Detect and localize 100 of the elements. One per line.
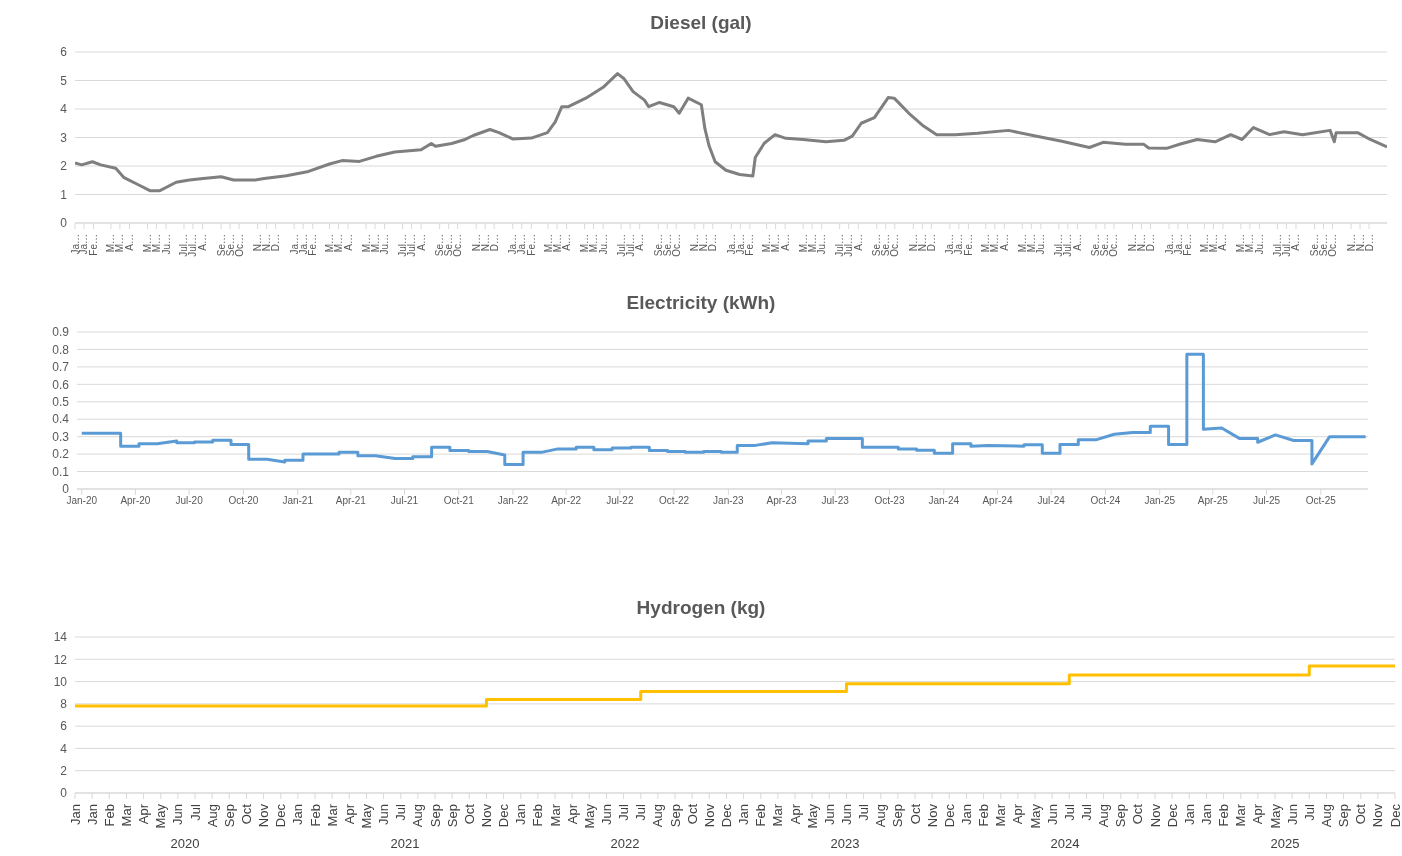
x-tick-label: Jul… (178, 234, 190, 257)
y-tick-label: 6 (60, 719, 68, 734)
x-tick-label: Jan-24 (928, 495, 960, 507)
x-tick-label: Se… (880, 234, 892, 257)
x-tick-label: Oct-25 (1305, 495, 1337, 507)
x-tick-label: M… (369, 234, 381, 253)
x-tick-label: M… (579, 234, 591, 253)
x-tick-label: M… (1207, 234, 1219, 253)
x-tick-label: M… (542, 234, 554, 253)
x-tick-label: D… (925, 234, 937, 252)
x-tick-label: Jul-24 (1037, 495, 1066, 507)
x-tick-label: Jan-23 (713, 495, 745, 507)
y-tick-label: 3 (60, 130, 68, 145)
x-tick-label: Jan (513, 804, 529, 825)
y-tick-label: 0.2 (52, 447, 70, 462)
x-tick-label: M… (105, 234, 117, 253)
y-tick-label: 0.8 (52, 342, 70, 357)
x-tick-label: Ja… (734, 234, 746, 255)
x-tick-label: M… (1235, 234, 1247, 253)
x-tick-label: Fe… (1182, 234, 1194, 256)
x-tick-label: Se… (224, 234, 236, 257)
x-tick-label: Jan-22 (497, 495, 529, 507)
x-tick-label: Mar (324, 803, 340, 827)
x-tick-label: Oct-20 (228, 495, 259, 507)
x-tick-label: M… (1016, 234, 1028, 253)
y-tick-label: 6 (60, 45, 68, 60)
x-tick-label: Feb (101, 804, 117, 827)
x-tick-label: Jul (1061, 803, 1077, 821)
x-tick-label: Oc… (233, 234, 245, 257)
x-tick-label: Apr (341, 803, 357, 825)
x-tick-label: Se… (434, 234, 446, 257)
x-tick-label: M… (770, 234, 782, 253)
x-tick-label: Ja… (953, 234, 965, 255)
x-tick-label: Jun (821, 804, 837, 825)
x-tick-label: Feb (1216, 804, 1232, 827)
x-tick-label: D… (707, 234, 719, 252)
x-tick-label: Apr-23 (766, 495, 797, 507)
y-tick-label: 0.1 (52, 464, 70, 479)
x-tick-label: Sep (221, 804, 237, 828)
x-tick-label: Feb (753, 804, 769, 827)
x-tick-label: M… (806, 234, 818, 253)
x-tick-label: Jan (958, 804, 974, 825)
chart-title: Hydrogen (kg) (635, 597, 767, 619)
x-tick-label: Oc… (452, 234, 464, 257)
x-tick-label: Ju… (816, 234, 828, 255)
x-tick-label: Ju… (1035, 234, 1047, 255)
x-tick-label: Apr (787, 803, 803, 825)
x-tick-label: Nov (924, 803, 940, 828)
x-tick-label: Dec (1164, 803, 1180, 828)
x-tick-label: A… (852, 234, 864, 251)
x-tick-label: Jan (1198, 804, 1214, 825)
x-tick-label: Se… (1090, 234, 1102, 257)
chart-title: Diesel (gal) (649, 12, 753, 34)
x-tick-label: N… (1345, 234, 1357, 252)
x-tick-label: Apr-24 (982, 495, 1013, 507)
x-tick-label: A… (561, 234, 573, 251)
x-tick-label: Nov (1370, 803, 1386, 828)
x-tick-label: D… (270, 234, 282, 252)
x-tick-label: N… (1135, 234, 1147, 252)
x-tick-label: Apr-25 (1197, 495, 1229, 507)
x-tick-label: Jun (598, 804, 614, 825)
x-tick-label: Jan-20 (66, 495, 98, 507)
x-tick-label: Dec (496, 803, 512, 828)
x-tick-label: Jul… (834, 234, 846, 257)
x-tick-label: Apr-22 (551, 495, 582, 507)
x-tick-label: Ja… (69, 234, 81, 255)
x-tick-label: Mar (547, 803, 563, 827)
x-tick-label: Oc… (1108, 234, 1120, 257)
x-tick-label: Ja… (288, 234, 300, 255)
x-tick-label: A… (415, 234, 427, 251)
y-tick-label: 14 (53, 630, 68, 645)
y-tick-label: 8 (60, 697, 68, 712)
x-tick-label: A… (779, 234, 791, 251)
x-tick-label: A… (123, 234, 135, 251)
x-tick-label: May (153, 803, 169, 829)
x-tick-label: Jul-23 (821, 495, 850, 507)
chart-title: Electricity (kWh) (625, 292, 777, 314)
x-tick-label: Se… (652, 234, 664, 257)
x-tick-label: Mar (770, 803, 786, 827)
x-tick-label: Se… (215, 234, 227, 257)
x-tick-label: Aug (410, 804, 426, 828)
x-tick-label: Dec (273, 803, 289, 828)
line-series (80, 352, 1368, 467)
y-tick-label: 0 (60, 216, 68, 231)
y-tick-label: 0 (60, 786, 68, 801)
x-tick-label: N… (1127, 234, 1138, 252)
x-tick-label: Fe… (744, 234, 756, 256)
x-tick-label: Mar (118, 803, 134, 827)
x-tick-label: Sep (444, 804, 460, 828)
x-tick-label: M… (551, 234, 563, 253)
y-tick-label: 12 (53, 652, 68, 667)
text: 2023 (829, 836, 861, 851)
x-tick-label: Nov (478, 803, 494, 828)
x-tick-label: N… (261, 234, 273, 252)
x-tick-label: D… (1363, 234, 1375, 252)
x-tick-label: D… (1144, 234, 1156, 252)
x-tick-label: Jun (376, 804, 392, 825)
y-tick-label: 4 (60, 102, 68, 117)
x-tick-label: Jul-25 (1252, 495, 1281, 507)
x-tick-label: Jul (633, 803, 649, 821)
